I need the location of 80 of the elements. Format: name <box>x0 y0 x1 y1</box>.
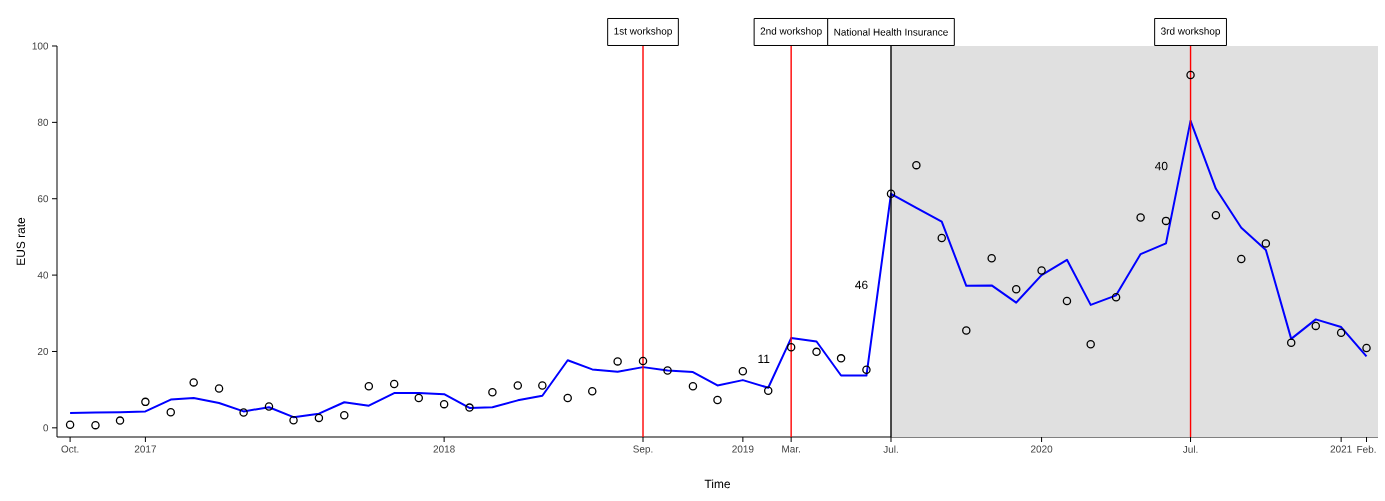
x-axis-title: Time <box>704 479 731 489</box>
point <box>1136 213 1145 222</box>
ref-line-label: National Health Insurance <box>834 28 948 36</box>
point <box>812 347 821 357</box>
point <box>1286 338 1296 347</box>
point <box>663 366 672 375</box>
point <box>1086 339 1095 349</box>
point <box>886 189 896 199</box>
y-tick-label: 80 <box>37 118 49 126</box>
annotation: 46 <box>855 280 868 290</box>
y-tick-label: 60 <box>37 195 49 203</box>
x-tick-label: Mar. <box>782 445 800 453</box>
point <box>613 357 622 366</box>
x-tick-label: Jul. <box>1182 445 1198 453</box>
point <box>1186 70 1195 80</box>
point <box>1336 328 1346 338</box>
point <box>962 326 971 335</box>
point <box>289 415 298 425</box>
point <box>912 160 921 170</box>
point <box>141 397 150 407</box>
point <box>264 402 274 411</box>
point <box>786 343 796 352</box>
x-tick-label: Sep. <box>633 445 653 455</box>
x-tick-label: 2021 <box>1330 445 1352 453</box>
point <box>1362 343 1371 353</box>
ref-line-label: 1st workshop <box>614 27 672 37</box>
point <box>465 403 474 412</box>
point <box>166 407 176 417</box>
point <box>688 381 698 391</box>
point <box>836 354 846 363</box>
point <box>488 388 497 397</box>
annotation: 40 <box>1154 161 1168 171</box>
x-tick-label: 2019 <box>732 445 754 453</box>
point <box>987 254 996 263</box>
point <box>713 395 722 405</box>
y-axis-title: EUS rate <box>16 217 26 265</box>
y-tick-label: 20 <box>37 347 49 355</box>
point <box>239 408 248 417</box>
point <box>1011 284 1021 294</box>
ref-line-label: 3rd workshop <box>1161 27 1221 37</box>
x-tick-label: 2017 <box>134 445 156 453</box>
point <box>1161 216 1171 226</box>
point <box>563 393 572 403</box>
point <box>115 416 125 425</box>
x-tick-label: Feb. <box>1357 445 1376 453</box>
point <box>738 367 748 376</box>
point <box>638 356 648 366</box>
point <box>1211 210 1221 220</box>
point <box>189 378 198 387</box>
point <box>1261 239 1271 248</box>
y-tick-label: 0 <box>43 424 49 432</box>
point <box>1111 292 1121 302</box>
point <box>340 410 349 420</box>
point <box>439 399 449 409</box>
point <box>414 393 424 403</box>
point <box>513 381 523 390</box>
point <box>65 420 75 430</box>
point <box>314 413 324 423</box>
x-tick-label: 2018 <box>433 445 455 453</box>
line-series <box>69 119 1368 419</box>
point <box>538 381 547 390</box>
x-tick-label: 2020 <box>1031 445 1053 453</box>
point <box>588 386 597 396</box>
point <box>1062 296 1072 306</box>
annotation: 11 <box>758 354 770 363</box>
x-tick-label: Oct. <box>61 445 79 453</box>
point <box>91 420 100 430</box>
point <box>364 381 374 391</box>
point <box>937 233 946 243</box>
point <box>1311 321 1321 331</box>
point <box>1037 266 1046 275</box>
point <box>862 365 871 375</box>
x-tick-label: Jul. <box>883 445 898 453</box>
y-tick-label: 40 <box>37 271 49 279</box>
point <box>763 386 773 396</box>
point <box>1237 254 1246 264</box>
point <box>214 384 224 393</box>
point <box>389 379 399 389</box>
ref-line-label: 2nd workshop <box>760 27 822 37</box>
y-tick-label: 100 <box>32 42 49 50</box>
